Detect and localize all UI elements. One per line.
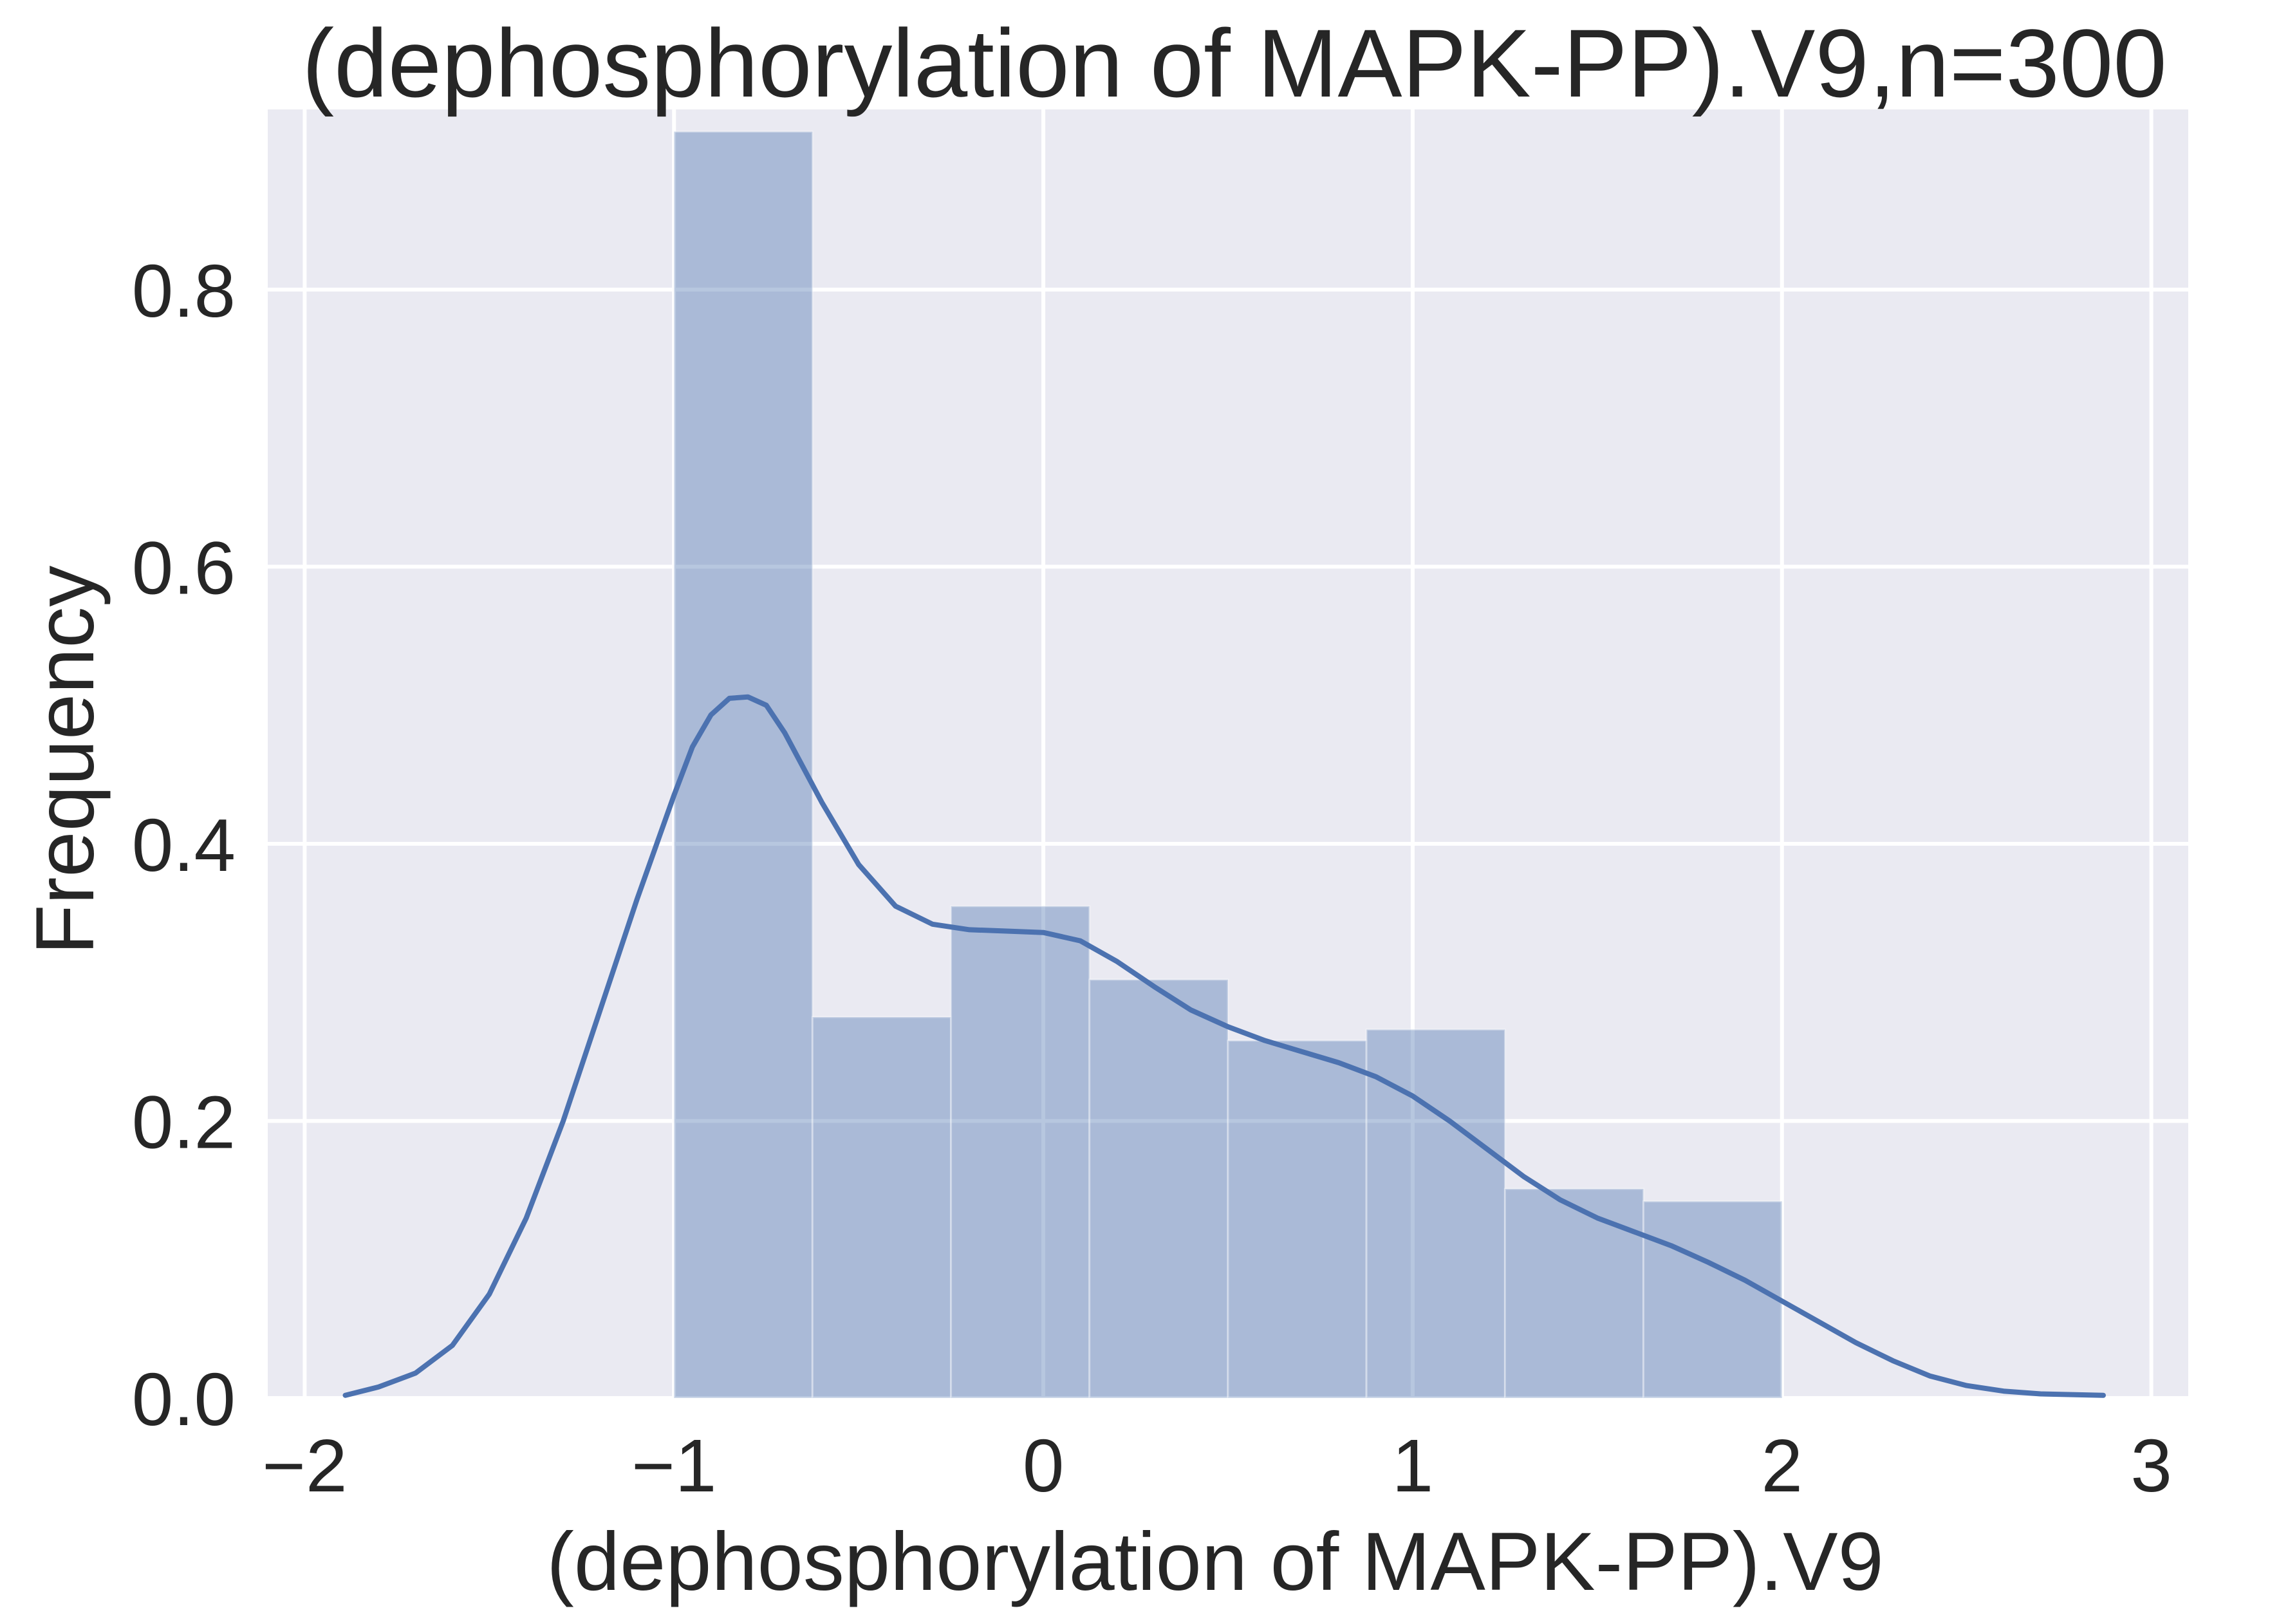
y-tick-label: 0.2 [132, 1080, 236, 1164]
histogram-bar [1503, 1188, 1645, 1399]
histogram-bar [1642, 1200, 1783, 1399]
grid-lines [268, 109, 2188, 1400]
plot-area [268, 109, 2188, 1398]
histogram-bar [1365, 1028, 1506, 1399]
x-tick-label: 0 [1023, 1424, 1065, 1507]
y-tick-labels: 0.0 0.2 0.4 0.6 0.8 [132, 249, 236, 1441]
y-tick-label: 0.8 [132, 249, 236, 333]
histogram-bar [1227, 1040, 1368, 1399]
histogram-bar [673, 130, 814, 1399]
histogram-bars [673, 130, 1783, 1399]
x-tick-label: 1 [1392, 1424, 1434, 1507]
x-axis-label: (dephosphorylation of MAPK-PP).V9 [546, 1516, 1884, 1608]
y-axis-label: Frequency [19, 566, 111, 955]
chart-title: (dephosphorylation of MAPK-PP).V9,n=300 [302, 9, 2167, 117]
kde-curve [342, 694, 2106, 1398]
y-tick-label: 0.0 [132, 1358, 236, 1441]
x-tick-label: −2 [262, 1424, 347, 1507]
histogram-bar [950, 905, 1091, 1399]
x-tick-labels: −2 −1 0 1 2 3 [262, 1424, 2172, 1507]
y-tick-label: 0.6 [132, 526, 236, 610]
histogram-bar [811, 1016, 953, 1399]
histogram-bar [1088, 978, 1229, 1399]
y-tick-label: 0.4 [132, 803, 236, 887]
x-tick-label: 2 [1762, 1424, 1803, 1507]
x-tick-label: 3 [2130, 1424, 2172, 1507]
x-tick-label: −1 [631, 1424, 716, 1507]
